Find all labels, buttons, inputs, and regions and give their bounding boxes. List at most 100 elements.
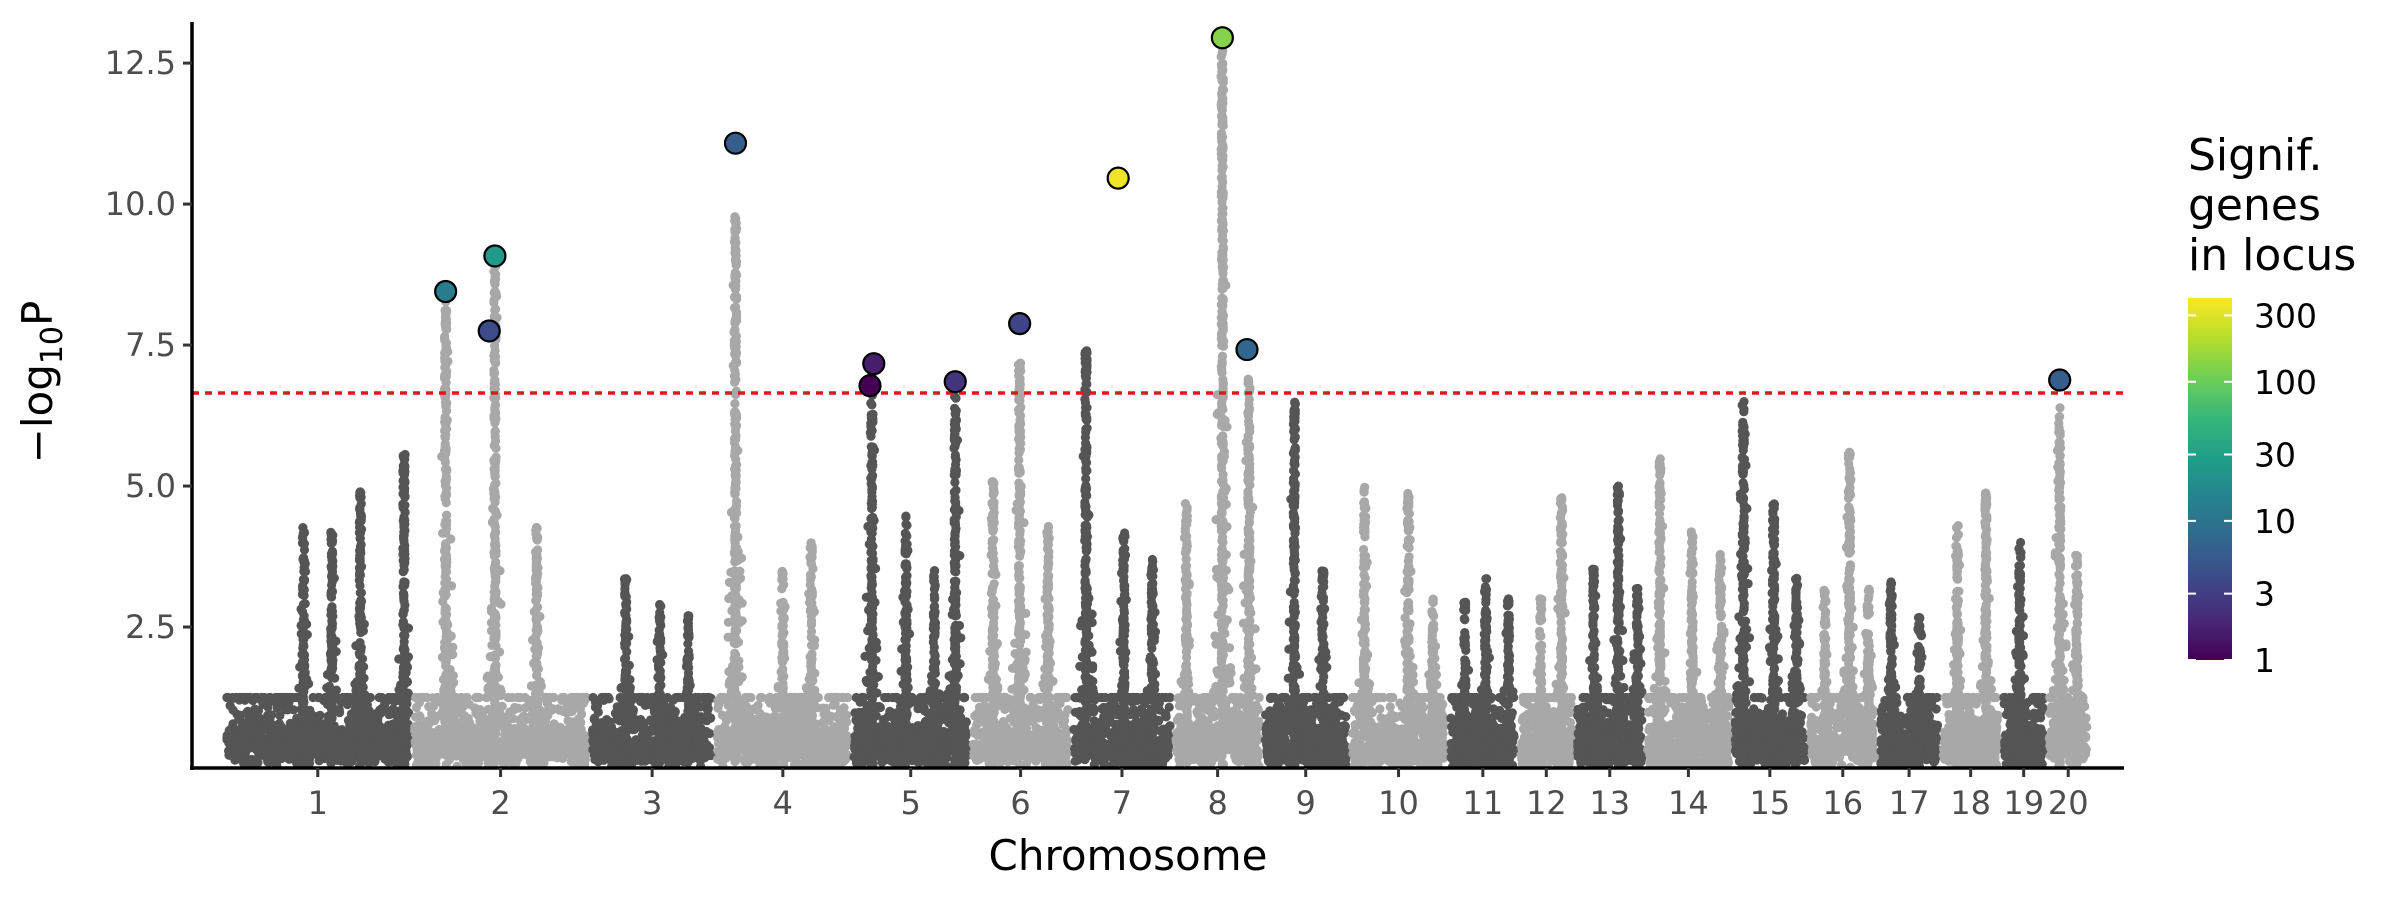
- snp-point: [489, 414, 499, 424]
- snp-point: [355, 487, 365, 497]
- snp-point: [674, 746, 684, 756]
- snp-point: [481, 692, 491, 703]
- chromosome-3-points: [587, 574, 717, 768]
- snp-point: [630, 724, 640, 734]
- snp-point: [684, 663, 694, 673]
- snp-point: [731, 500, 742, 511]
- snp-point: [732, 311, 742, 321]
- snp-point: [398, 503, 408, 513]
- snp-point: [731, 634, 741, 644]
- snp-point: [731, 581, 742, 592]
- snp-point: [356, 624, 366, 634]
- snp-point: [355, 523, 365, 533]
- snp-point: [805, 745, 816, 755]
- snp-point: [400, 554, 410, 564]
- snp-point: [440, 703, 450, 714]
- snp-point: [298, 523, 308, 533]
- snp-point: [299, 553, 309, 563]
- snp-point: [655, 703, 666, 713]
- snp-point: [491, 712, 501, 722]
- snp-point: [620, 589, 630, 599]
- snp-point: [255, 733, 265, 743]
- snp-point: [511, 735, 521, 745]
- snp-point: [532, 638, 542, 648]
- snp-point: [730, 284, 741, 294]
- snp-point: [516, 714, 526, 724]
- snp-point: [298, 582, 308, 592]
- snp-point: [503, 692, 513, 703]
- snp-point: [399, 692, 409, 702]
- snp-point: [298, 599, 308, 610]
- snp-point: [491, 702, 501, 712]
- snp-point: [370, 726, 380, 736]
- snp-point: [730, 735, 740, 746]
- snp-point: [655, 601, 665, 611]
- snp-point: [682, 693, 693, 703]
- snp-point: [805, 574, 816, 585]
- snp-point: [441, 341, 451, 351]
- snp-point: [326, 627, 336, 637]
- snp-point: [698, 726, 708, 736]
- snp-point: [328, 733, 338, 744]
- snp-point: [356, 672, 366, 683]
- snp-point: [533, 698, 543, 708]
- snp-point: [731, 571, 741, 581]
- snp-point: [605, 728, 615, 738]
- snp-point: [398, 582, 408, 592]
- snp-point: [731, 374, 741, 384]
- snp-point: [531, 547, 541, 557]
- snp-point: [620, 734, 630, 744]
- snp-point: [683, 676, 694, 686]
- snp-point: [795, 727, 805, 738]
- snp-point: [356, 663, 366, 673]
- snp-point: [592, 719, 602, 730]
- snp-point: [308, 739, 318, 749]
- snp-point: [440, 731, 450, 742]
- snp-point: [238, 734, 248, 744]
- snp-point: [523, 742, 533, 752]
- snp-point: [345, 692, 355, 703]
- snp-point: [354, 726, 364, 736]
- snp-point: [441, 604, 451, 614]
- snp-point: [263, 721, 274, 731]
- snp-point: [355, 710, 366, 720]
- snp-point: [472, 692, 482, 703]
- snp-point: [572, 723, 582, 733]
- snp-point: [729, 303, 740, 313]
- snp-point: [400, 674, 410, 684]
- snp-point: [731, 666, 741, 676]
- snp-point: [721, 716, 732, 726]
- snp-point: [671, 719, 682, 729]
- snp-point: [355, 638, 365, 648]
- snp-point: [730, 293, 741, 303]
- snp-point: [299, 566, 309, 577]
- snp-point: [805, 652, 815, 662]
- snp-point: [777, 656, 787, 666]
- snp-point: [836, 743, 847, 753]
- snp-point: [246, 710, 256, 720]
- snp-point: [245, 743, 255, 753]
- snp-point: [399, 736, 409, 746]
- snp-point: [300, 660, 310, 670]
- snp-point: [636, 715, 646, 725]
- snp-point: [223, 730, 234, 740]
- snp-point: [489, 350, 499, 360]
- snp-point: [654, 749, 664, 759]
- snp-point: [559, 692, 569, 703]
- snp-point: [326, 750, 336, 760]
- snp-point: [730, 326, 740, 336]
- snp-point: [547, 704, 557, 714]
- snp-point: [739, 694, 749, 705]
- snp-point: [490, 432, 500, 442]
- snp-point: [275, 711, 285, 721]
- snp-point: [489, 457, 500, 467]
- snp-point: [355, 606, 365, 616]
- snp-point: [239, 725, 249, 735]
- snp-point: [806, 605, 816, 615]
- snp-point: [355, 616, 365, 626]
- snp-point: [760, 716, 770, 727]
- snp-point: [248, 695, 258, 706]
- snp-point: [806, 718, 817, 728]
- snp-point: [731, 658, 741, 668]
